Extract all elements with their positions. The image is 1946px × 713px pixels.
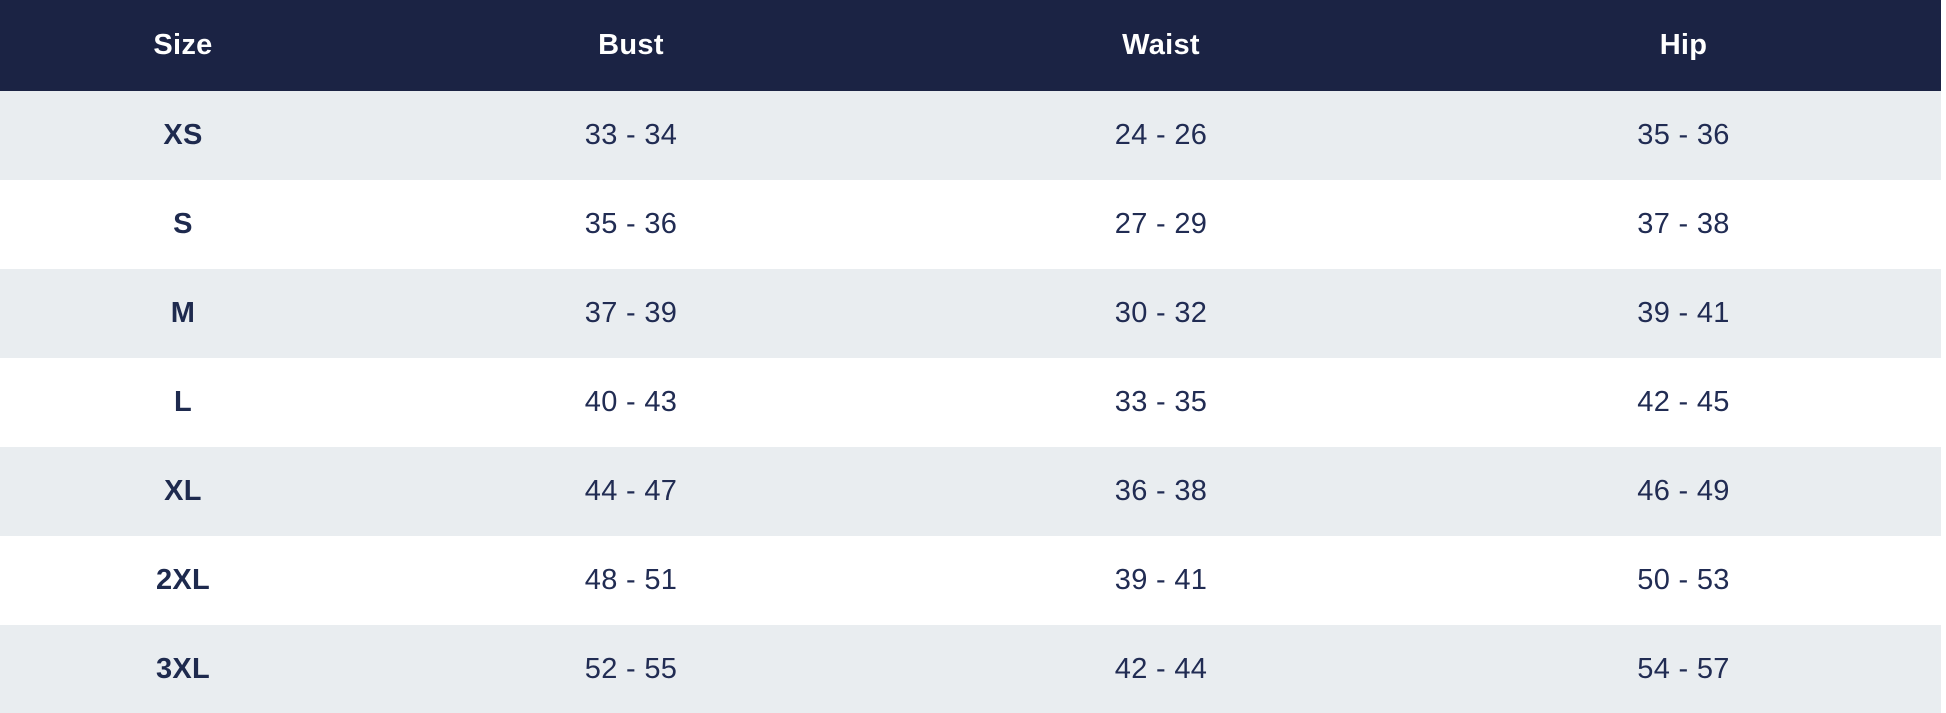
bust-cell: 33 - 34 bbox=[584, 119, 678, 151]
table-row: L 40 - 43 33 - 35 42 - 45 bbox=[0, 358, 1941, 447]
size-cell: 3XL bbox=[155, 653, 211, 685]
hip-cell: 37 - 38 bbox=[1637, 208, 1730, 240]
bust-cell: 35 - 36 bbox=[584, 208, 678, 240]
header-cell-hip: Hip bbox=[1426, 0, 1941, 91]
waist-cell: 27 - 29 bbox=[1114, 208, 1208, 240]
bust-cell: 48 - 51 bbox=[584, 564, 678, 596]
waist-cell: 24 - 26 bbox=[1114, 119, 1208, 151]
hip-cell: 54 - 57 bbox=[1637, 653, 1730, 685]
table-row: M 37 - 39 30 - 32 39 - 41 bbox=[0, 269, 1941, 358]
waist-cell: 33 - 35 bbox=[1114, 386, 1208, 418]
bust-cell: 37 - 39 bbox=[584, 297, 678, 329]
size-cell: M bbox=[170, 297, 196, 329]
waist-cell: 42 - 44 bbox=[1114, 653, 1208, 685]
table-row: S 35 - 36 27 - 29 37 - 38 bbox=[0, 180, 1941, 269]
size-cell: L bbox=[173, 386, 192, 418]
bust-cell: 52 - 55 bbox=[584, 653, 678, 685]
hip-cell: 35 - 36 bbox=[1637, 119, 1730, 151]
table-row: XS 33 - 34 24 - 26 35 - 36 bbox=[0, 91, 1941, 180]
hip-cell: 42 - 45 bbox=[1637, 386, 1730, 418]
header-cell-waist: Waist bbox=[896, 0, 1426, 91]
size-cell: S bbox=[173, 208, 193, 240]
size-cell: 2XL bbox=[155, 564, 211, 596]
waist-cell: 36 - 38 bbox=[1114, 475, 1208, 507]
hip-cell: 46 - 49 bbox=[1637, 475, 1730, 507]
hip-cell: 50 - 53 bbox=[1637, 564, 1730, 596]
table-row: XL 44 - 47 36 - 38 46 - 49 bbox=[0, 447, 1941, 536]
bust-cell: 40 - 43 bbox=[584, 386, 678, 418]
header-cell-size: Size bbox=[0, 0, 366, 91]
table-header-row: Size Bust Waist Hip bbox=[0, 0, 1941, 91]
size-cell: XS bbox=[163, 119, 203, 151]
header-cell-bust: Bust bbox=[366, 0, 896, 91]
bust-cell: 44 - 47 bbox=[584, 475, 678, 507]
waist-cell: 39 - 41 bbox=[1114, 564, 1208, 596]
table-row: 3XL 52 - 55 42 - 44 54 - 57 bbox=[0, 625, 1941, 713]
table-row: 2XL 48 - 51 39 - 41 50 - 53 bbox=[0, 536, 1941, 625]
waist-cell: 30 - 32 bbox=[1114, 297, 1208, 329]
hip-cell: 39 - 41 bbox=[1637, 297, 1730, 329]
size-cell: XL bbox=[164, 475, 202, 507]
